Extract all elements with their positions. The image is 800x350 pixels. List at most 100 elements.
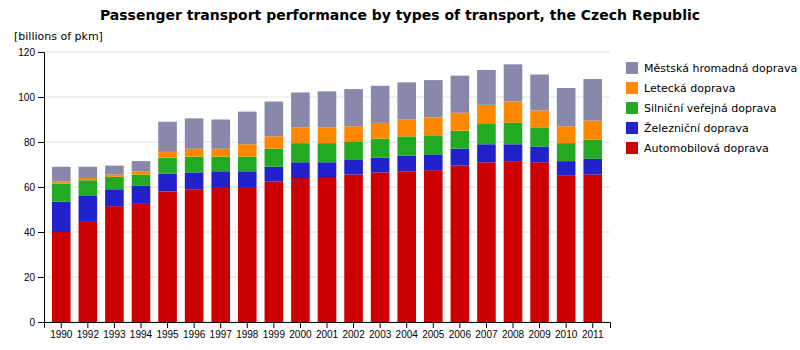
- bar: [52, 167, 71, 182]
- bar: [583, 140, 602, 159]
- tick: 2002: [342, 322, 365, 340]
- tick: 2008: [502, 322, 525, 340]
- tick-mark: [592, 322, 593, 328]
- bar: [477, 105, 496, 124]
- legend-label: Městská hromadná doprava: [644, 62, 797, 75]
- axis-line: [45, 323, 611, 329]
- bar: [105, 189, 124, 206]
- tick: 80: [24, 137, 44, 148]
- tick-mark: [38, 322, 44, 323]
- bar: [105, 175, 124, 177]
- tick-label: 1994: [130, 329, 153, 340]
- tick-mark: [539, 322, 540, 328]
- bar: [424, 154, 443, 170]
- tick-label: 40: [24, 227, 36, 238]
- bar: [132, 171, 151, 174]
- bar: [52, 184, 71, 202]
- tick: 120: [18, 47, 44, 58]
- bar: [530, 127, 549, 146]
- bar: [265, 167, 284, 182]
- bar: [105, 177, 124, 189]
- bar: [52, 181, 71, 183]
- bar: [291, 93, 310, 128]
- bar: [238, 112, 257, 145]
- tick-mark: [38, 97, 44, 98]
- legend-swatch: [626, 122, 638, 134]
- bar: [477, 124, 496, 144]
- tick-mark: [513, 322, 514, 328]
- tick: 0: [29, 317, 44, 328]
- tick: 60: [24, 182, 44, 193]
- chart: 0204060801001201990199219931994199519961…: [0, 0, 800, 350]
- bar: [557, 143, 576, 161]
- bar: [318, 91, 337, 127]
- tick-label: 2005: [422, 329, 445, 340]
- axis-line: [38, 53, 45, 323]
- bar: [557, 88, 576, 126]
- tick-label: 2003: [369, 329, 392, 340]
- bar: [185, 172, 204, 189]
- bar: [158, 192, 177, 323]
- tick-label: 20: [24, 272, 36, 283]
- bar: [265, 102, 284, 137]
- bar: [371, 172, 390, 322]
- tick-label: 1993: [103, 329, 126, 340]
- bar: [530, 75, 549, 111]
- tick: 1998: [236, 322, 259, 340]
- bar: [583, 159, 602, 175]
- bar: [504, 64, 523, 101]
- bar: [238, 187, 257, 322]
- bar: [79, 178, 98, 180]
- bar: [291, 162, 310, 178]
- legend-item: Letecká doprava: [626, 82, 735, 95]
- bar: [557, 126, 576, 143]
- bar: [265, 136, 284, 148]
- tick-label: 2001: [316, 329, 339, 340]
- tick-label: 2009: [528, 329, 551, 340]
- bar: [318, 127, 337, 143]
- tick: 2007: [475, 322, 498, 340]
- bar: [344, 126, 363, 142]
- bar: [291, 127, 310, 143]
- tick: 1993: [103, 322, 126, 340]
- tick: 2006: [449, 322, 472, 340]
- bar: [79, 222, 98, 322]
- tick-mark: [220, 322, 221, 328]
- bar: [265, 181, 284, 322]
- tick-mark: [114, 322, 115, 328]
- tick: 2005: [422, 322, 445, 340]
- bar: [344, 89, 363, 126]
- bar: [52, 232, 71, 322]
- plot: 0204060801001201990199219931994199519961…: [18, 47, 610, 340]
- bar: [397, 171, 416, 322]
- tick-label: 1996: [183, 329, 206, 340]
- tick: 100: [18, 92, 44, 103]
- tick-mark: [273, 322, 274, 328]
- bar: [504, 161, 523, 322]
- bar: [583, 121, 602, 140]
- bar: [371, 139, 390, 158]
- bar: [79, 196, 98, 222]
- tick-mark: [566, 322, 567, 328]
- tick-mark: [194, 322, 195, 328]
- tick-mark: [300, 322, 301, 328]
- bar: [211, 149, 230, 157]
- bar: [344, 142, 363, 160]
- bar: [477, 70, 496, 105]
- tick-label: 2004: [396, 329, 419, 340]
- tick-mark: [38, 52, 44, 53]
- bar: [211, 157, 230, 172]
- tick-mark: [327, 322, 328, 328]
- bar: [265, 149, 284, 167]
- tick: 1995: [156, 322, 179, 340]
- tick: 1994: [130, 322, 153, 340]
- tick: 2003: [369, 322, 392, 340]
- tick: 2004: [396, 322, 419, 340]
- tick-mark: [38, 277, 44, 278]
- bar: [79, 167, 98, 178]
- bar: [185, 149, 204, 157]
- tick: 20: [24, 272, 44, 283]
- bar: [371, 158, 390, 173]
- tick-mark: [433, 322, 434, 328]
- tick: 1999: [263, 322, 286, 340]
